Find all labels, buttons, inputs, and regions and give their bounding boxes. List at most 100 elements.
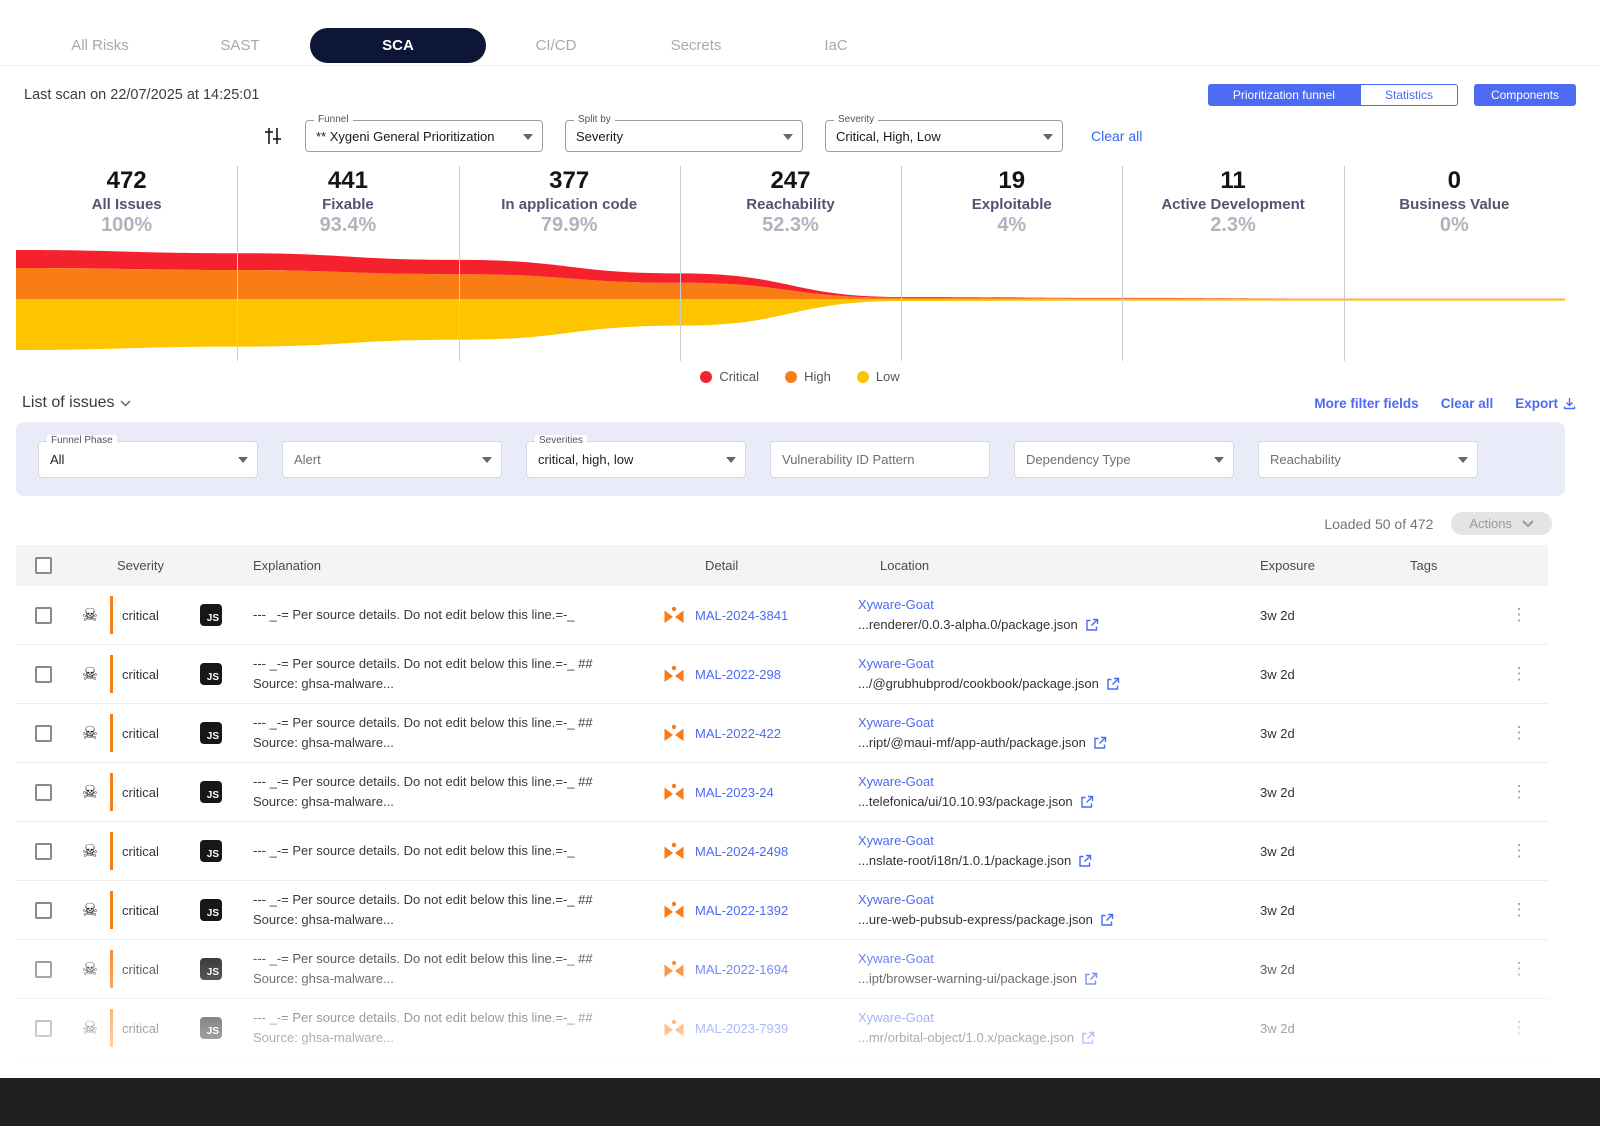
- row-menu-kebab-icon[interactable]: ⋮: [1510, 605, 1528, 624]
- funnel-stage[interactable]: 441 Fixable 93.4%: [237, 166, 458, 241]
- explanation-text: --- _-= Per source details. Do not edit …: [253, 1009, 593, 1045]
- legend-item: Critical: [700, 369, 759, 384]
- dependency-type-select[interactable]: Dependency Type: [1014, 440, 1234, 478]
- severity-select[interactable]: Severity Critical, High, Low: [825, 114, 1063, 152]
- more-filter-fields-link[interactable]: More filter fields: [1314, 395, 1419, 411]
- funnel-stage[interactable]: 19 Exploitable 4%: [901, 166, 1122, 241]
- split-by-select[interactable]: Split by Severity: [565, 114, 803, 152]
- row-menu-kebab-icon[interactable]: ⋮: [1510, 723, 1528, 742]
- location-link[interactable]: Xyware-Goat: [858, 1009, 934, 1025]
- chevron-down-icon: [523, 134, 533, 140]
- tab-all-risks[interactable]: All Risks: [71, 36, 129, 54]
- row-checkbox[interactable]: [34, 606, 52, 624]
- risk-tabs-bar: All Risks SAST SCA CI/CD Secrets IaC: [0, 0, 1600, 66]
- location-path: ...ript/@maui-mf/app-auth/package.json: [858, 735, 1086, 750]
- external-link-icon[interactable]: [1084, 972, 1098, 986]
- detail-link[interactable]: MAL-2022-422: [695, 725, 781, 741]
- external-link-icon[interactable]: [1085, 618, 1099, 632]
- row-menu-kebab-icon[interactable]: ⋮: [1510, 959, 1528, 978]
- row-menu-kebab-icon[interactable]: ⋮: [1510, 1018, 1528, 1037]
- list-clear-all-link[interactable]: Clear all: [1440, 395, 1494, 411]
- row-checkbox[interactable]: [34, 783, 52, 801]
- statistics-button[interactable]: Statistics: [1359, 84, 1458, 106]
- severity-color-bar: [110, 950, 113, 988]
- funnel-settings-icon[interactable]: [263, 126, 283, 146]
- tab-sca[interactable]: SCA: [310, 27, 486, 63]
- row-checkbox[interactable]: [34, 901, 52, 919]
- funnel-stage[interactable]: 247 Reachability 52.3%: [680, 166, 901, 241]
- row-checkbox[interactable]: [34, 960, 52, 978]
- funnel-area-svg: [16, 250, 1565, 350]
- location-link[interactable]: Xyware-Goat: [858, 655, 934, 671]
- prioritization-funnel-button[interactable]: Prioritization funnel: [1207, 84, 1360, 106]
- alert-select[interactable]: Alert: [282, 440, 502, 478]
- severity-label: critical: [122, 902, 159, 918]
- location-link[interactable]: Xyware-Goat: [858, 773, 934, 789]
- scan-row: Last scan on 22/07/2025 at 14:25:01 Prio…: [24, 84, 1576, 106]
- chevron-down-icon: [783, 134, 793, 140]
- stage-label: In application code: [501, 196, 638, 214]
- detail-link[interactable]: MAL-2022-1694: [695, 961, 789, 977]
- export-link[interactable]: Export: [1515, 396, 1576, 411]
- funnel-select[interactable]: Funnel ** Xygeni General Prioritization: [305, 114, 543, 152]
- list-of-issues-toggle[interactable]: List of issues: [22, 394, 132, 412]
- malware-bowtie-icon: [664, 665, 684, 682]
- location-link[interactable]: Xyware-Goat: [858, 950, 934, 966]
- funnel-phase-select[interactable]: Funnel Phase All: [38, 434, 258, 478]
- detail-link[interactable]: MAL-2022-298: [695, 666, 781, 682]
- location-link[interactable]: Xyware-Goat: [858, 714, 934, 730]
- vulnerability-id-pattern-input[interactable]: Vulnerability ID Pattern: [770, 440, 990, 478]
- malware-bowtie-icon: [664, 1019, 684, 1036]
- funnel-stages: 472 All Issues 100% 441 Fixable 93.4% 37…: [16, 166, 1565, 241]
- funnel-stage[interactable]: 11 Active Development 2.3%: [1122, 166, 1343, 241]
- detail-link[interactable]: MAL-2022-1392: [695, 902, 789, 918]
- severity-color-bar: [110, 714, 113, 752]
- row-checkbox[interactable]: [34, 842, 52, 860]
- location-link[interactable]: Xyware-Goat: [858, 596, 934, 612]
- row-checkbox[interactable]: [34, 665, 52, 683]
- detail-link[interactable]: MAL-2024-2498: [695, 843, 789, 859]
- location-link[interactable]: Xyware-Goat: [858, 832, 934, 848]
- row-checkbox[interactable]: [34, 724, 52, 742]
- severity-cell: critical: [110, 586, 200, 644]
- tab-iac[interactable]: IaC: [824, 36, 848, 54]
- tab-secrets[interactable]: Secrets: [670, 36, 722, 54]
- funnel-clear-all-link[interactable]: Clear all: [1091, 128, 1143, 144]
- select-all-checkbox[interactable]: [34, 557, 52, 574]
- funnel-stage[interactable]: 472 All Issues 100%: [16, 166, 237, 241]
- external-link-icon[interactable]: [1080, 795, 1094, 809]
- external-link-icon[interactable]: [1081, 1031, 1095, 1045]
- detail-link[interactable]: MAL-2023-24: [695, 784, 774, 800]
- detail-cell: MAL-2023-24: [640, 783, 850, 801]
- severities-select[interactable]: Severities critical, high, low: [526, 434, 746, 478]
- severity-select-label: Severity: [834, 114, 879, 125]
- exposure-value: 3w 2d: [1260, 725, 1295, 741]
- reachability-select[interactable]: Reachability: [1258, 440, 1478, 478]
- location-link[interactable]: Xyware-Goat: [858, 891, 934, 907]
- row-menu-kebab-icon[interactable]: ⋮: [1510, 782, 1528, 801]
- funnel-stage[interactable]: 377 In application code 79.9%: [459, 166, 680, 241]
- detail-link[interactable]: MAL-2023-7939: [695, 1020, 789, 1036]
- components-button[interactable]: Components: [1473, 84, 1576, 106]
- row-menu-kebab-icon[interactable]: ⋮: [1510, 664, 1528, 683]
- location-path: .../@grubhubprod/cookbook/package.json: [858, 676, 1099, 691]
- row-menu-kebab-icon[interactable]: ⋮: [1510, 900, 1528, 919]
- external-link-icon[interactable]: [1100, 913, 1114, 927]
- external-link-icon[interactable]: [1106, 677, 1120, 691]
- actions-button[interactable]: Actions: [1451, 512, 1552, 535]
- stage-label: Fixable: [322, 196, 374, 214]
- exposure-value: 3w 2d: [1260, 607, 1295, 623]
- detail-link[interactable]: MAL-2024-3841: [695, 607, 789, 623]
- external-link-icon[interactable]: [1093, 736, 1107, 750]
- tab-sast[interactable]: SAST: [220, 36, 260, 54]
- external-link-icon[interactable]: [1078, 854, 1092, 868]
- actions-label: Actions: [1469, 516, 1512, 531]
- row-checkbox[interactable]: [34, 1019, 52, 1037]
- funnel-grid-line: [1122, 166, 1124, 361]
- list-of-issues-header: List of issues More filter fields Clear …: [22, 394, 1576, 412]
- funnel-phase-label: Funnel Phase: [47, 434, 117, 446]
- funnel-stage[interactable]: 0 Business Value 0%: [1344, 166, 1565, 241]
- exposure-value: 3w 2d: [1260, 1020, 1295, 1036]
- tab-cicd[interactable]: CI/CD: [535, 36, 577, 54]
- row-menu-kebab-icon[interactable]: ⋮: [1510, 841, 1528, 860]
